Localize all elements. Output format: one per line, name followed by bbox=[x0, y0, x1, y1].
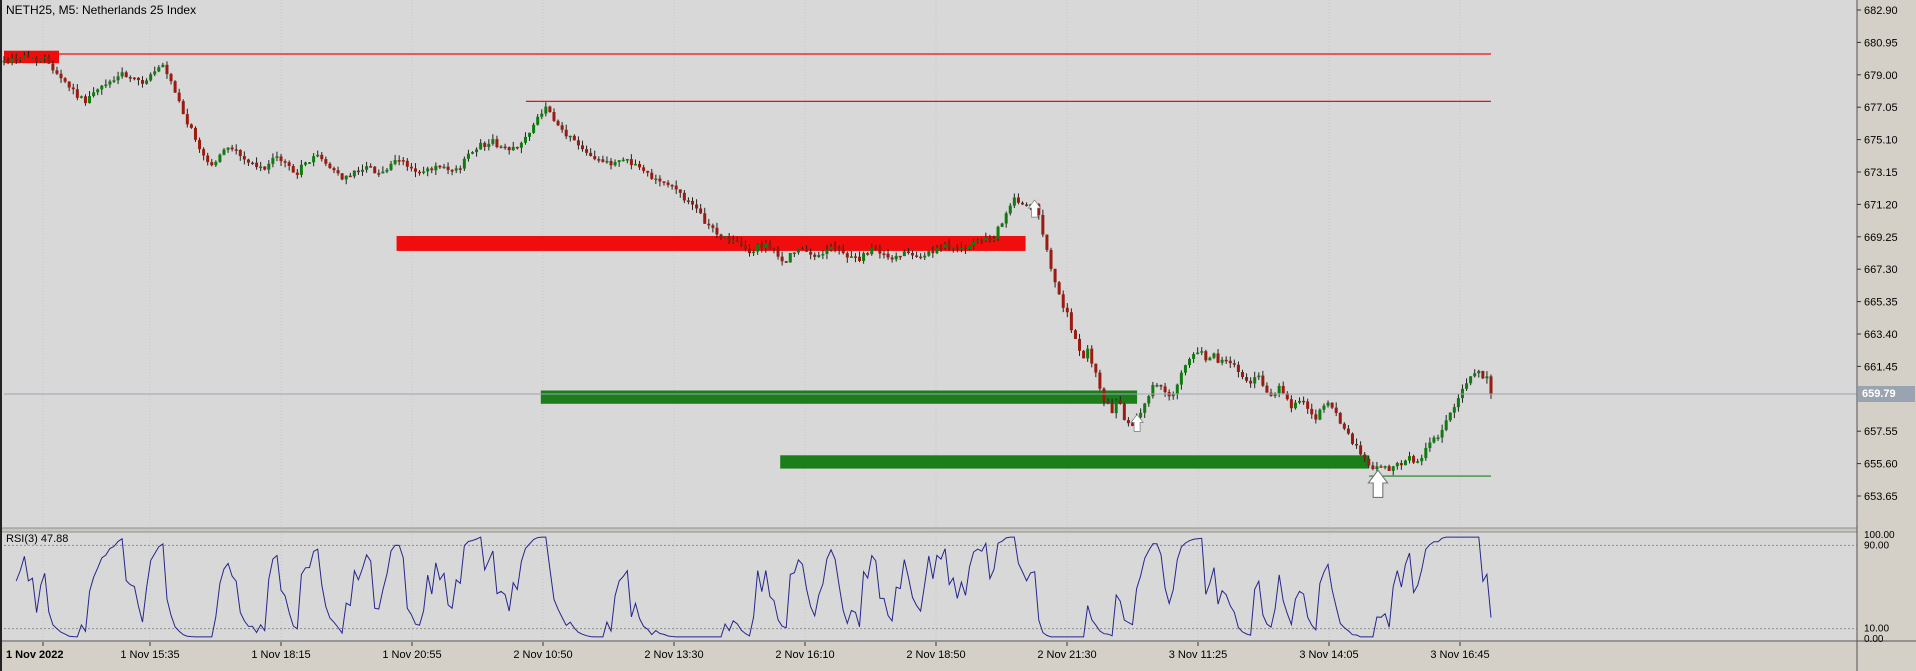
signal-arrow-3-up-icon bbox=[1367, 469, 1389, 498]
price-tick-label: 677.05 bbox=[1864, 102, 1898, 114]
price-tick-label: 669.25 bbox=[1864, 232, 1898, 244]
rsi-level-label: 100.00 bbox=[1864, 530, 1895, 541]
demand-zone-1 bbox=[540, 390, 1138, 404]
time-axis-label: 2 Nov 16:10 bbox=[775, 649, 834, 661]
demand-zone-2 bbox=[780, 455, 1370, 469]
supply-zone bbox=[396, 235, 1026, 251]
signal-arrow-2-up-icon bbox=[1130, 413, 1144, 432]
time-axis-label: 1 Nov 15:35 bbox=[120, 649, 179, 661]
price-tick-label: 671.20 bbox=[1864, 199, 1898, 211]
time-axis-label: 2 Nov 10:50 bbox=[513, 649, 572, 661]
time-axis-label: 1 Nov 2022 bbox=[6, 649, 63, 661]
time-axis-label: 2 Nov 21:30 bbox=[1037, 649, 1096, 661]
time-axis-label: 3 Nov 16:45 bbox=[1430, 649, 1489, 661]
time-axis-label: 1 Nov 20:55 bbox=[382, 649, 441, 661]
hlines-layer bbox=[4, 53, 1491, 477]
price-tick-label: 679.00 bbox=[1864, 70, 1898, 82]
candles-layer bbox=[2, 50, 1493, 476]
rsi-level-label: 10.00 bbox=[1864, 624, 1889, 635]
time-axis-label: 2 Nov 18:50 bbox=[906, 649, 965, 661]
price-tick-label: 665.35 bbox=[1864, 297, 1898, 309]
price-tick-label: 680.95 bbox=[1864, 37, 1898, 49]
price-tick-label: 673.15 bbox=[1864, 167, 1898, 179]
time-axis-label: 1 Nov 18:15 bbox=[251, 649, 310, 661]
price-tick-label: 661.45 bbox=[1864, 361, 1898, 373]
price-tick-label: 655.60 bbox=[1864, 459, 1898, 471]
rsi-line bbox=[15, 536, 1492, 638]
rsi-layer bbox=[4, 536, 1857, 638]
time-gridlines bbox=[42, 0, 1461, 641]
time-axis-label: 3 Nov 11:25 bbox=[1169, 649, 1228, 661]
time-axis: 1 Nov 2022 1 Nov 15:35 1 Nov 18:15 1 Nov 20… bbox=[6, 642, 1490, 661]
rsi-level-label: 90.00 bbox=[1864, 540, 1889, 551]
price-tick-label: 667.30 bbox=[1864, 264, 1898, 276]
time-axis-label: 2 Nov 13:30 bbox=[644, 649, 703, 661]
price-tick-label: 682.90 bbox=[1864, 5, 1898, 17]
current-price-badge: 659.79 bbox=[1858, 386, 1915, 402]
price-tick-label: 657.55 bbox=[1864, 426, 1898, 438]
price-tick-label: 653.65 bbox=[1864, 491, 1898, 503]
price-tick-label: 675.10 bbox=[1864, 135, 1898, 147]
rsi-level-label: 0.00 bbox=[1864, 634, 1884, 645]
rsi-indicator-label: RSI(3) 47.88 bbox=[6, 533, 69, 545]
time-axis-label: 3 Nov 14:05 bbox=[1299, 649, 1358, 661]
symbol-title: NETH25, M5: Netherlands 25 Index bbox=[6, 3, 197, 17]
signal-arrow-1-up-icon bbox=[1027, 199, 1042, 218]
signal-arrows-layer bbox=[1027, 199, 1389, 498]
price-axis: 682.90 680.95 679.00 677.05 675.10 673.15 671.… bbox=[1857, 5, 1898, 503]
price-tick-label: 663.40 bbox=[1864, 329, 1898, 341]
